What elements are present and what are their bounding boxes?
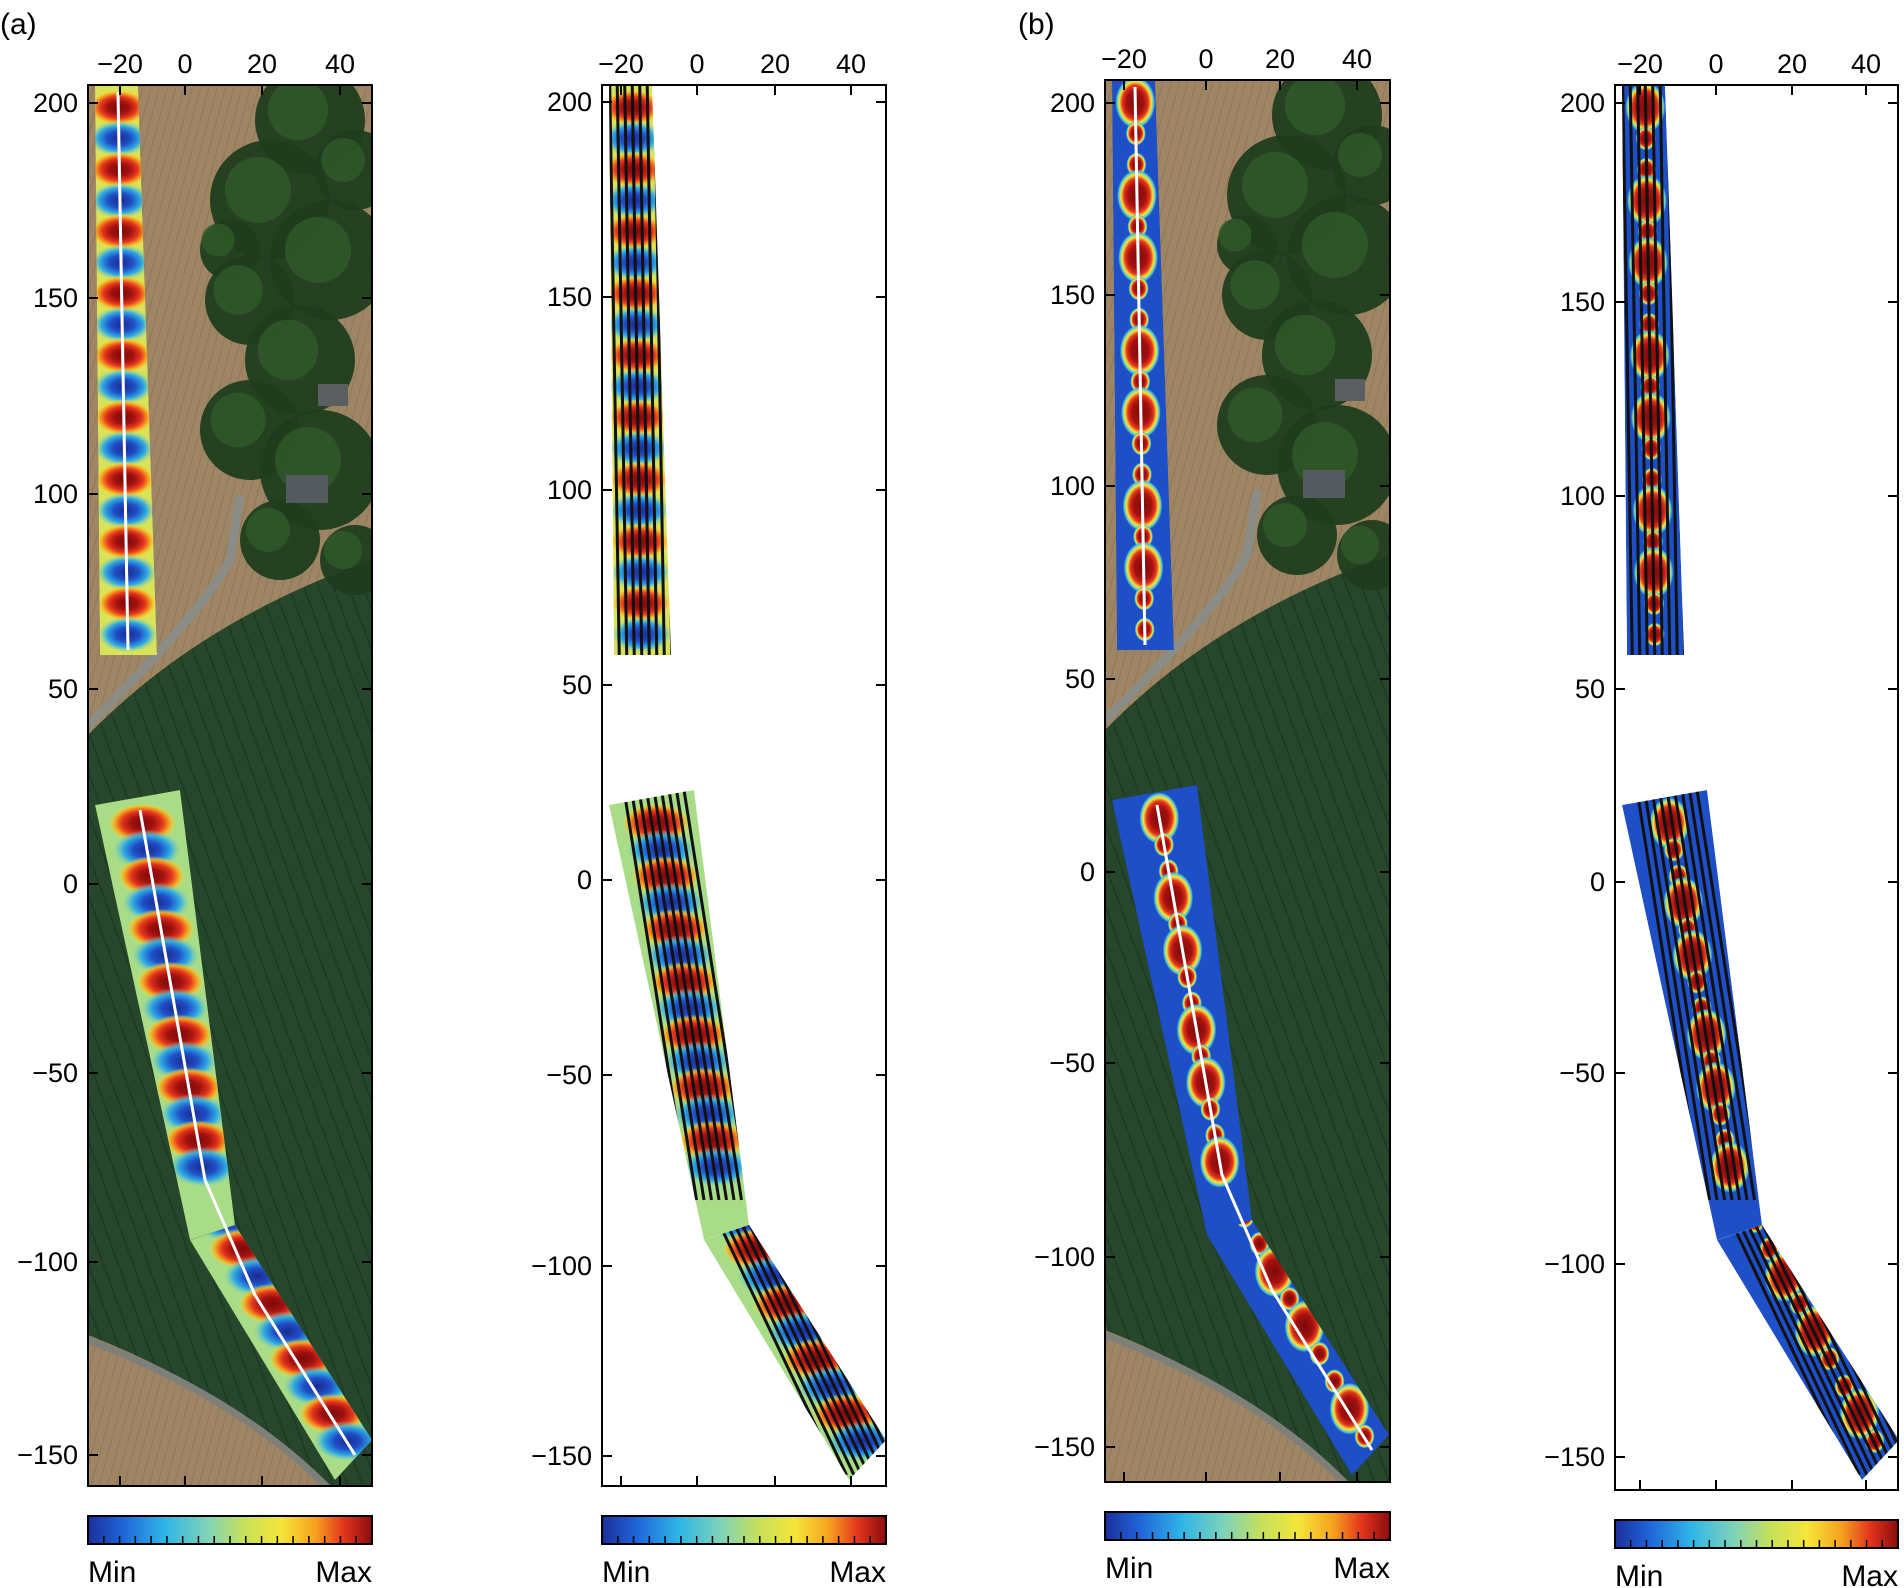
x-tick-label: −20: [1101, 44, 1147, 74]
y-tick-label: 0: [63, 869, 78, 899]
y-tick-label: −50: [32, 1058, 78, 1088]
map-panel-1: −20 0 20 40 200 150 100 50 0 −50 −100 −150 Min Max: [17, 49, 373, 1588]
aerial-photo: [88, 85, 372, 1486]
axes-frame: [601, 84, 887, 1487]
colorbar-min-label: Min: [1105, 1552, 1153, 1585]
y-tick-label: 50: [1575, 674, 1605, 704]
track-lines: [622, 790, 749, 1201]
x-tick-label: 20: [247, 49, 277, 79]
y-tick-label: −50: [1559, 1058, 1605, 1088]
colorbar-max-label: Max: [1333, 1552, 1390, 1585]
axes-frame: [1104, 79, 1391, 1483]
y-tick-label: 100: [33, 479, 78, 509]
x-tick-label: 0: [1198, 44, 1213, 74]
y-tick-label: −50: [546, 1060, 592, 1090]
y-tick-label: 100: [1560, 481, 1605, 511]
y-tick-label: 200: [1050, 88, 1095, 118]
y-tick-label: −150: [1544, 1442, 1605, 1472]
y-tick-label: 50: [48, 674, 78, 704]
y-tick-label: 50: [562, 670, 592, 700]
colorbar: Min Max: [1614, 1519, 1899, 1588]
colorbar-min-label: Min: [1615, 1560, 1663, 1588]
y-tick-label: 100: [1050, 471, 1095, 501]
map-panel-4: −20 0 20 40 200 150 100 50 0 −50 −100 −150 Min Max: [1544, 49, 1899, 1588]
y-tick-label: −100: [531, 1251, 592, 1281]
panel-label: (b): [1018, 8, 1055, 41]
y-tick-label: 150: [33, 283, 78, 313]
colorbar: Min Max: [1104, 1511, 1391, 1585]
y-tick-label: 150: [547, 282, 592, 312]
y-tick-label: 150: [1050, 280, 1095, 310]
survey-strips: [1622, 85, 1898, 1480]
panel-label: (a): [0, 8, 37, 41]
colorbar: Min Max: [601, 1515, 887, 1588]
y-tick-label: 0: [1590, 867, 1605, 897]
y-tick-label: −100: [17, 1247, 78, 1277]
centerline: [1133, 86, 1374, 1451]
x-tick-label: 0: [1708, 49, 1723, 79]
x-tick-label: 40: [1342, 44, 1372, 74]
centerline: [116, 91, 357, 1456]
y-tick-label: 200: [33, 88, 78, 118]
x-tick-label: 0: [177, 49, 192, 79]
axes-frame: [87, 84, 373, 1487]
y-tick-label: 200: [1560, 88, 1605, 118]
map-panel-2: −20 0 20 40 200 150 100 50 0 −50 −100 −150 Min Max: [531, 49, 887, 1588]
tree-canopy: [200, 85, 372, 595]
y-tick-label: 0: [1080, 857, 1095, 887]
x-tick-label: 40: [1851, 49, 1881, 79]
y-tick-label: 200: [547, 87, 592, 117]
colorbar-max-label: Max: [829, 1556, 886, 1588]
colorbar-max-label: Max: [1841, 1560, 1898, 1588]
y-tick-label: −150: [1034, 1432, 1095, 1462]
x-tick-label: 40: [836, 49, 866, 79]
tree-canopy: [1217, 80, 1390, 590]
colorbar-max-label: Max: [315, 1556, 372, 1588]
colorbar-min-label: Min: [88, 1556, 136, 1588]
map-panel-3: −20 0 20 40 200 150 100 50 0 −50 −100 −150 Min Max: [1034, 44, 1391, 1585]
y-tick-label: 150: [1560, 287, 1605, 317]
x-tick-label: 0: [689, 49, 704, 79]
y-tick-label: −150: [17, 1440, 78, 1470]
x-tick-label: 20: [1777, 49, 1807, 79]
axes-frame: [1614, 84, 1899, 1491]
x-tick-label: −20: [1617, 49, 1663, 79]
x-tick-label: −20: [598, 49, 644, 79]
y-tick-label: 100: [547, 475, 592, 505]
x-tick-label: 40: [325, 49, 355, 79]
y-tick-label: 0: [577, 865, 592, 895]
y-tick-label: −100: [1034, 1242, 1095, 1272]
x-tick-label: −20: [97, 49, 143, 79]
x-tick-label: 20: [760, 49, 790, 79]
y-tick-label: −150: [531, 1441, 592, 1471]
y-tick-label: 50: [1065, 664, 1095, 694]
x-tick-label: 20: [1265, 44, 1295, 74]
colorbar-min-label: Min: [602, 1556, 650, 1588]
y-tick-label: −50: [1049, 1048, 1095, 1078]
colorbar: Min Max: [87, 1515, 373, 1588]
y-tick-label: −100: [1544, 1249, 1605, 1279]
